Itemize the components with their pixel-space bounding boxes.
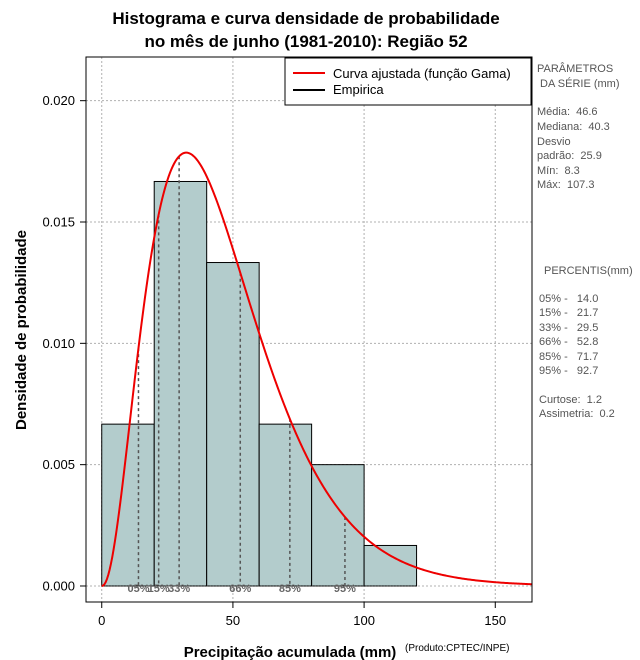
param-min: Mín: 8.3 <box>537 165 580 177</box>
x-tick-label: 0 <box>98 613 105 628</box>
chart-title-line-1: Histograma e curva densidade de probabil… <box>112 9 499 28</box>
params-title-2: DA SÉRIE (mm) <box>537 77 620 90</box>
y-axis-label: Densidade de probabilidade <box>13 230 30 430</box>
percentil-66: 66% - 52.8 <box>539 336 598 348</box>
percentil-95: 95% - 92.7 <box>539 365 598 377</box>
percentile-label: 95% <box>334 583 356 595</box>
fitted-gamma-curve <box>101 151 533 587</box>
x-axis: 0 50 100 150 <box>98 602 506 628</box>
histogram-bar <box>101 423 155 587</box>
y-tick-label: 0.020 <box>42 93 75 108</box>
y-tick-label: 0.000 <box>42 578 75 593</box>
y-tick-label: 0.005 <box>42 457 75 472</box>
percentil-15: 15% - 21.7 <box>539 307 598 319</box>
histogram-bar <box>153 180 208 587</box>
legend-box <box>284 57 532 106</box>
plot-frame <box>85 56 533 603</box>
percentile-lines <box>137 156 346 586</box>
x-tick-label: 150 <box>484 613 506 628</box>
x-axis-label: Precipitação acumulada (mm) <box>184 644 397 660</box>
histogram-bar <box>258 423 313 587</box>
legend-label-curve: Curva ajustada (função Gama) <box>333 66 511 81</box>
product-credit: (Produto:CPTEC/INPE) <box>405 643 509 654</box>
percentiles-panel: PERCENTIS(mm) 05% - 14.0 15% - 21.7 33% … <box>539 265 633 420</box>
percentile-label: 85% <box>279 583 301 595</box>
x-tick-label: 100 <box>353 613 375 628</box>
chart-title-line-2: no mês de junho (1981-2010): Região 52 <box>144 32 467 51</box>
histogram-bar <box>206 262 260 587</box>
x-tick-label: 50 <box>226 613 240 628</box>
curtose: Curtose: 1.2 <box>539 394 602 406</box>
percentile-label: 15% <box>148 583 170 595</box>
legend-label-empirical: Empirica <box>333 82 384 97</box>
histogram-bar <box>311 464 365 587</box>
percentile-label: 66% <box>229 583 251 595</box>
param-desvio: Desvio <box>537 136 571 148</box>
percentis-title: PERCENTIS(mm) <box>544 265 633 277</box>
y-tick-label: 0.010 <box>42 336 75 351</box>
fitted-curve-group <box>101 151 533 587</box>
percentile-label: 33% <box>168 583 190 595</box>
percentile-label: 05% <box>127 583 149 595</box>
series-parameters-panel: PARÂMETROS DA SÉRIE (mm) Média: 46.6 Med… <box>537 62 620 191</box>
param-mediana: Mediana: 40.3 <box>537 121 610 133</box>
y-tick-label: 0.015 <box>42 215 75 230</box>
params-title-1: PARÂMETROS <box>537 62 613 75</box>
percentil-33: 33% - 29.5 <box>539 322 598 334</box>
percentil-85: 85% - 71.7 <box>539 351 598 363</box>
param-media: Média: 46.6 <box>537 106 598 118</box>
assimetria: Assimetria: 0.2 <box>539 408 615 420</box>
histogram-bar <box>363 544 418 587</box>
param-max: Máx: 107.3 <box>537 179 594 191</box>
percentil-05: 05% - 14.0 <box>539 293 598 305</box>
param-padrao: padrão: 25.9 <box>537 150 602 162</box>
percentile-labels: 05%15%33% 66% 85% 95% <box>127 583 356 595</box>
histogram-bars <box>101 180 418 587</box>
legend: Curva ajustada (função Gama) Empirica <box>284 57 532 106</box>
y-axis: 0.000 0.005 0.010 0.015 0.020 <box>42 93 86 593</box>
